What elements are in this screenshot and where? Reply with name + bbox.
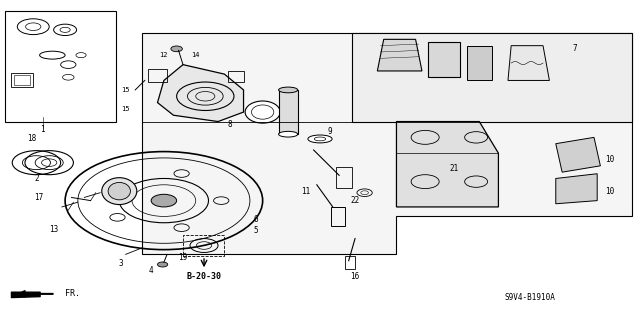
Polygon shape xyxy=(378,39,422,71)
Bar xyxy=(228,71,244,82)
Text: 9: 9 xyxy=(327,127,332,136)
Text: 14: 14 xyxy=(191,52,200,58)
Text: S9V4-B1910A: S9V4-B1910A xyxy=(505,293,556,301)
Text: 18: 18 xyxy=(28,134,36,144)
Bar xyxy=(14,75,30,85)
Text: 3: 3 xyxy=(119,259,124,268)
Bar xyxy=(346,256,355,269)
Polygon shape xyxy=(428,42,460,77)
Polygon shape xyxy=(278,90,298,134)
Polygon shape xyxy=(396,122,499,207)
Text: 12: 12 xyxy=(159,52,168,58)
Text: 7: 7 xyxy=(573,44,577,53)
Bar xyxy=(4,11,116,122)
Text: 2: 2 xyxy=(34,174,39,183)
Ellipse shape xyxy=(108,182,131,200)
Ellipse shape xyxy=(308,135,332,143)
Bar xyxy=(336,167,352,188)
Text: 17: 17 xyxy=(34,193,43,202)
Ellipse shape xyxy=(245,101,280,123)
Text: 6: 6 xyxy=(254,215,259,224)
Ellipse shape xyxy=(252,105,274,119)
Bar xyxy=(183,235,225,256)
Text: B-20-30: B-20-30 xyxy=(186,272,221,281)
Text: 10: 10 xyxy=(605,155,614,164)
Circle shape xyxy=(171,46,182,52)
Ellipse shape xyxy=(314,137,326,141)
Text: 19: 19 xyxy=(179,253,188,262)
Text: FR.: FR. xyxy=(65,289,80,298)
Text: 8: 8 xyxy=(227,120,232,129)
Bar xyxy=(331,207,345,226)
Text: 10: 10 xyxy=(605,187,614,196)
Polygon shape xyxy=(508,46,549,80)
Circle shape xyxy=(157,262,168,267)
Text: 16: 16 xyxy=(351,272,360,281)
Bar xyxy=(148,69,167,82)
Text: 11: 11 xyxy=(301,187,310,196)
Polygon shape xyxy=(141,33,632,254)
Polygon shape xyxy=(157,65,244,122)
Text: 22: 22 xyxy=(351,196,360,205)
Polygon shape xyxy=(352,33,632,122)
Text: 1: 1 xyxy=(40,125,45,134)
Ellipse shape xyxy=(278,87,298,93)
Polygon shape xyxy=(556,174,597,204)
Bar xyxy=(11,72,33,87)
Polygon shape xyxy=(556,137,600,172)
Text: 13: 13 xyxy=(49,225,58,234)
Text: 4: 4 xyxy=(149,266,154,275)
Ellipse shape xyxy=(40,51,65,59)
Text: 15: 15 xyxy=(122,106,130,112)
Text: 5: 5 xyxy=(254,226,259,235)
Polygon shape xyxy=(467,46,492,80)
Ellipse shape xyxy=(278,131,298,137)
Text: 15: 15 xyxy=(122,87,130,93)
Ellipse shape xyxy=(102,178,137,204)
Circle shape xyxy=(151,194,177,207)
Text: 21: 21 xyxy=(449,165,458,174)
